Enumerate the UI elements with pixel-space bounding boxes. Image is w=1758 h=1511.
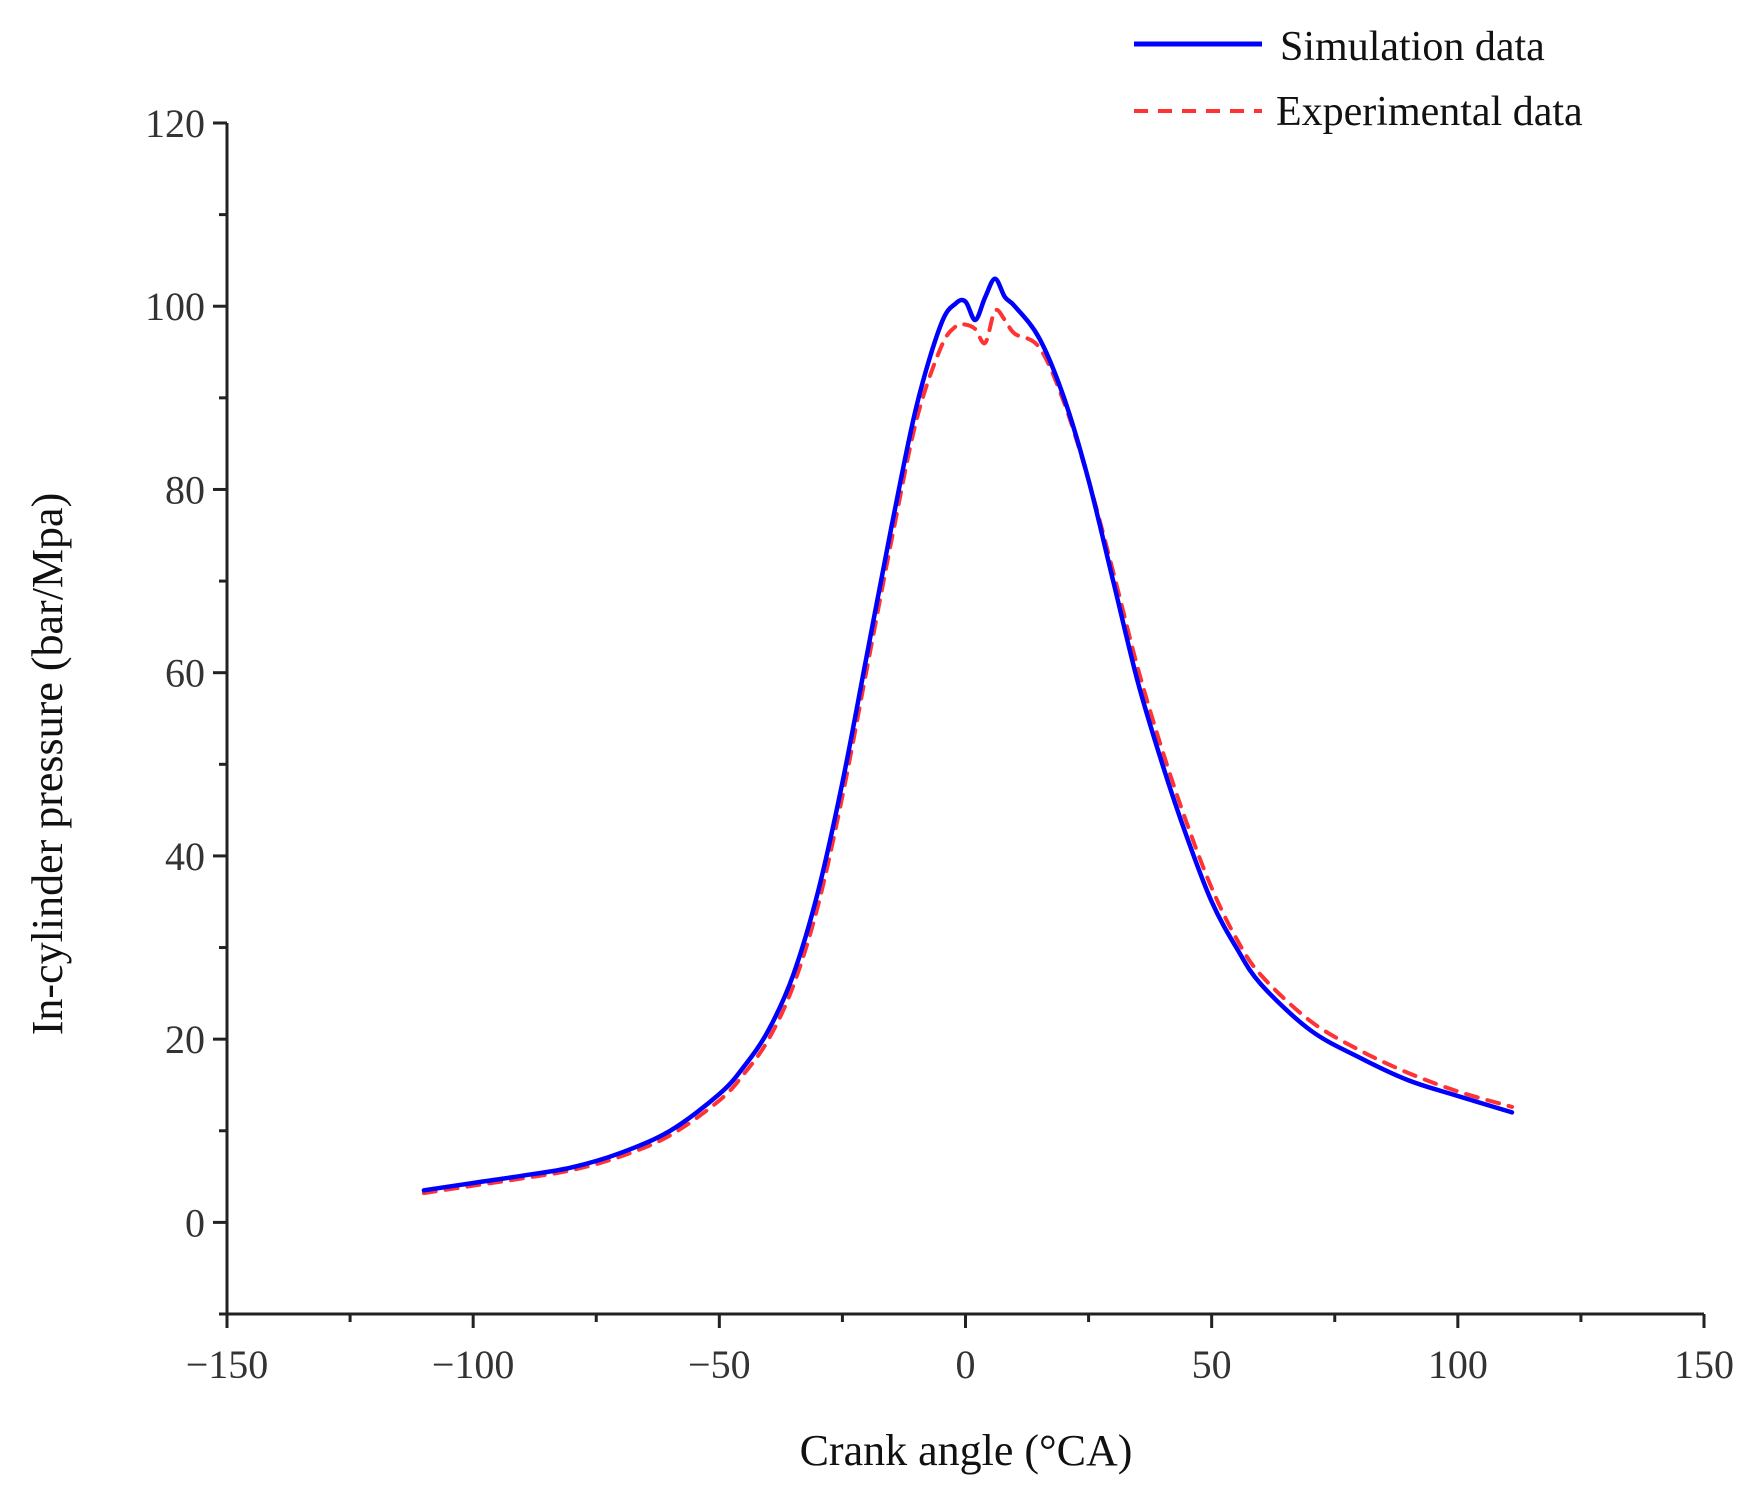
x-tick-label: 0 bbox=[956, 1342, 976, 1387]
x-tick-label: 150 bbox=[1674, 1342, 1734, 1387]
experimental-data-line bbox=[421, 307, 1514, 1196]
x-tick-label: −150 bbox=[186, 1342, 269, 1387]
y-tick-label: 60 bbox=[165, 651, 205, 696]
x-tick-label: −50 bbox=[688, 1342, 751, 1387]
y-tick-label: 120 bbox=[145, 101, 205, 146]
legend-label-experimental: Experimental data bbox=[1276, 89, 1583, 135]
x-tick-label: 50 bbox=[1192, 1342, 1232, 1387]
x-tick-label: 100 bbox=[1428, 1342, 1488, 1387]
simulation-data-line bbox=[421, 276, 1515, 1193]
y-tick-label: 100 bbox=[145, 284, 205, 329]
series-lines bbox=[421, 276, 1515, 1196]
y-tick-label: 40 bbox=[165, 834, 205, 879]
legend: Simulation data Experimental data bbox=[1134, 24, 1583, 135]
ticks: −150 −100 −50 0 50 100 150 0 20 40 60 80 100 120 bbox=[145, 101, 1734, 1387]
y-axis-title: In-cylinder pressure (bar/Mpa) bbox=[23, 493, 72, 1035]
legend-label-simulation: Simulation data bbox=[1280, 24, 1545, 70]
y-tick-label: 80 bbox=[165, 467, 205, 512]
y-tick-label: 20 bbox=[165, 1017, 205, 1062]
x-tick-label: −100 bbox=[432, 1342, 515, 1387]
x-axis-title: Crank angle (°CA) bbox=[800, 1426, 1133, 1475]
y-tick-label: 0 bbox=[185, 1200, 205, 1245]
